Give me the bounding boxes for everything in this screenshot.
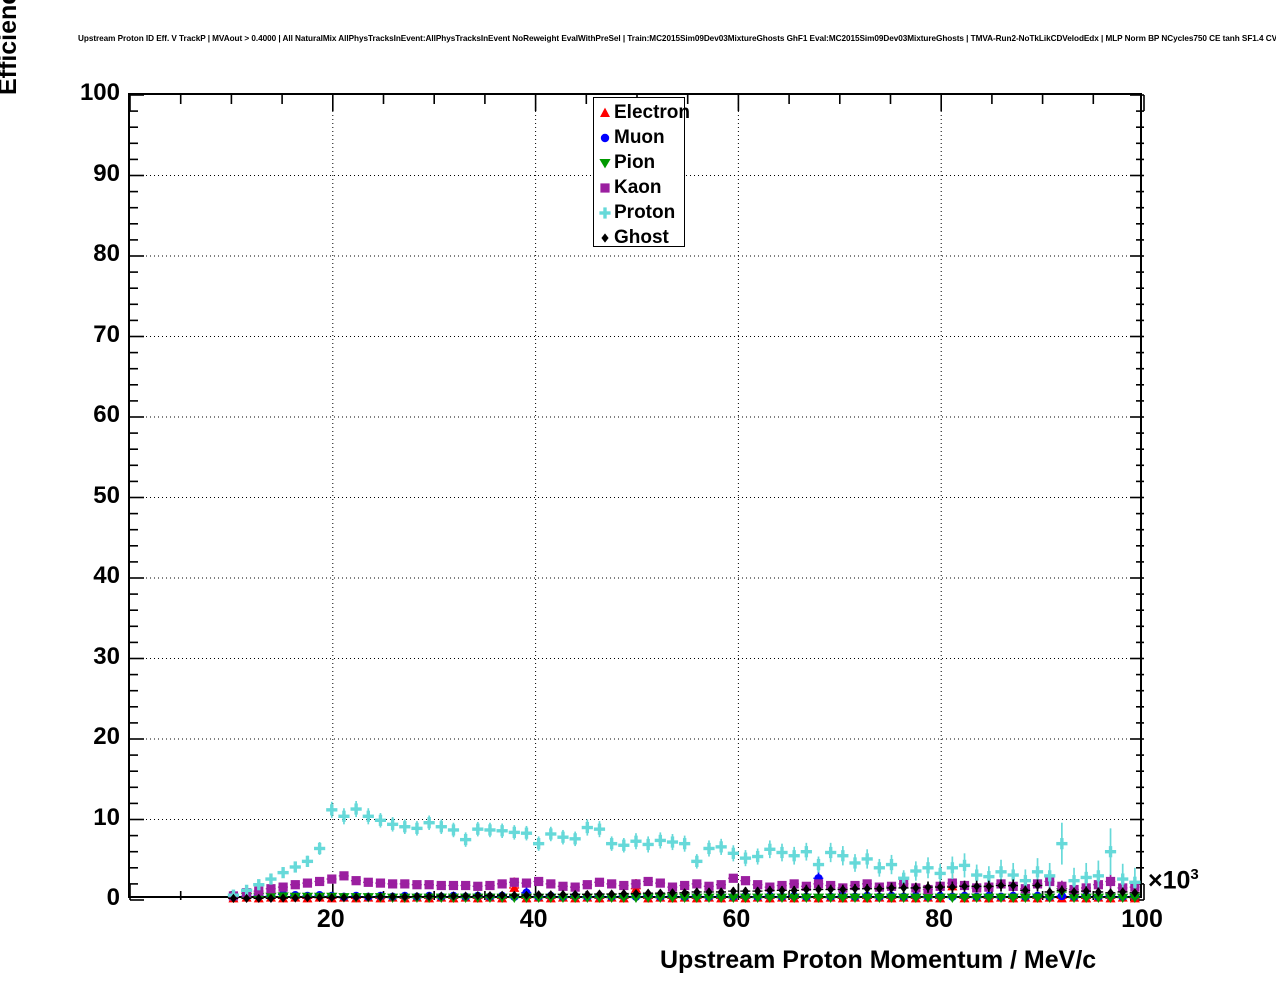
diamond-marker-icon: [597, 230, 613, 246]
legend-item-label: Kaon: [614, 177, 662, 198]
legend-item-label: Muon: [614, 127, 665, 148]
legend-item-muon[interactable]: Muon: [594, 125, 684, 150]
y-tick-label: 30: [93, 642, 120, 670]
x-exponent-power: 3: [1190, 866, 1199, 883]
y-tick-label: 80: [93, 240, 120, 267]
y-axis-tick-labels: 0 10 20 30 40 50 60 70 80 90 100: [0, 0, 120, 996]
legend-item-ghost[interactable]: Ghost: [594, 225, 684, 250]
y-tick-label: 20: [93, 723, 120, 750]
legend-item-proton[interactable]: Proton: [594, 200, 684, 225]
legend-item-label: Electron: [614, 102, 691, 123]
legend-item-label: Proton: [614, 202, 676, 223]
y-tick-label: 70: [93, 320, 120, 348]
cross-marker-icon: [597, 205, 613, 221]
x-exponent-prefix: ×10: [1148, 866, 1191, 895]
y-tick-label: 10: [93, 803, 120, 831]
x-tick-label: 60: [722, 905, 751, 933]
legend-box: Electron Muon Pion Kaon Proton Ghost: [593, 97, 690, 250]
y-tick-label: 50: [93, 481, 120, 509]
legend-item-kaon[interactable]: Kaon: [594, 175, 684, 200]
triangle-down-marker-icon: [597, 155, 613, 171]
x-tick-label: 20: [316, 905, 345, 933]
legend-item-label: Ghost: [614, 227, 669, 248]
circle-marker-icon: [597, 130, 613, 146]
x-axis-exponent-label: ×103: [1148, 866, 1199, 895]
y-tick-label: 90: [93, 159, 120, 187]
x-tick-label: 40: [519, 905, 548, 933]
series-proton: [227, 800, 1141, 901]
x-tick-label: 100: [1121, 905, 1163, 933]
square-marker-icon: [597, 180, 613, 196]
y-tick-label: 60: [93, 401, 120, 428]
legend-item-pion[interactable]: Pion: [594, 150, 684, 175]
y-axis-title: Efficiency / %: [0, 0, 22, 95]
y-tick-label: 40: [93, 562, 120, 589]
data-series-layer: [227, 800, 1141, 903]
legend-item-label: Pion: [614, 152, 656, 173]
triangle-up-marker-icon: [597, 105, 613, 121]
plot-header-title: Upstream Proton ID Eff. V TrackP | MVAou…: [78, 34, 1276, 43]
series-ghost: [228, 879, 1141, 903]
x-tick-label: 80: [925, 905, 954, 933]
grid-layer: [130, 95, 1144, 900]
legend-item-electron[interactable]: Electron: [594, 100, 690, 125]
y-tick-label: 0: [106, 884, 120, 911]
x-axis-title: Upstream Proton Momentum / MeV/c: [660, 946, 1097, 974]
y-tick-label: 100: [79, 79, 120, 106]
